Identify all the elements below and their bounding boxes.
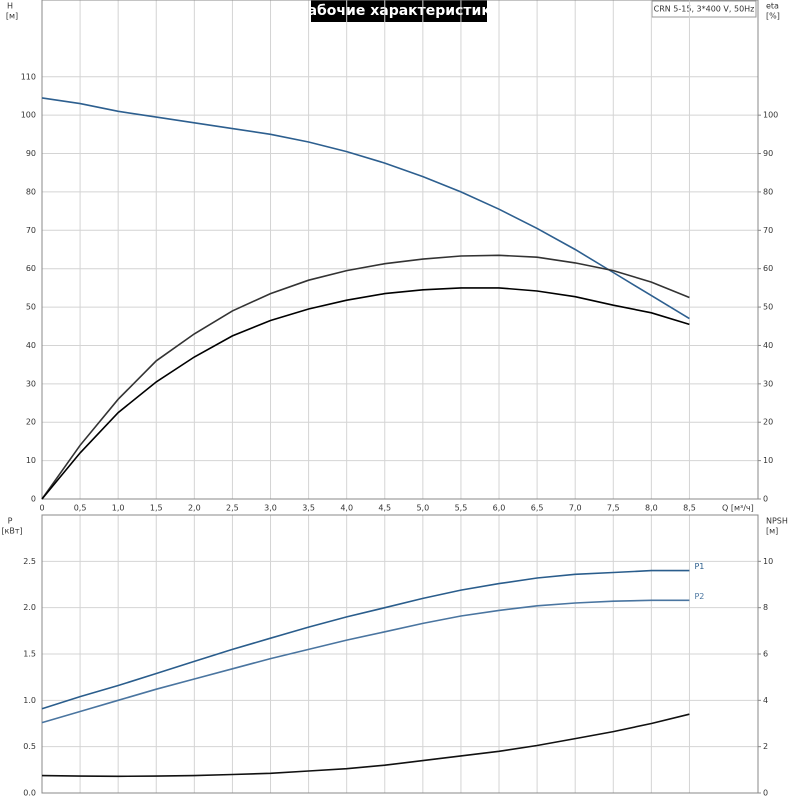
x-tick-label: 3,0 [264, 504, 277, 513]
y-tick-label: 70 [26, 226, 36, 235]
series-line [41, 569, 690, 710]
y-tick-label: 0.0 [23, 789, 36, 798]
y-tick-label: 2.5 [23, 557, 36, 566]
y2-tick-label: 80 [763, 187, 773, 196]
y-axis-label: H [7, 2, 13, 11]
model-label: CRN 5-15, 3*400 V, 50Hz [654, 5, 755, 14]
x-tick-label: 3,5 [302, 504, 315, 513]
x-tick-label: 6,5 [531, 504, 544, 513]
x-tick-label: 8,5 [683, 504, 696, 513]
y-tick-label: 100 [21, 111, 36, 120]
y-tick-label: 10 [26, 456, 36, 465]
y2-tick-label: 0 [763, 789, 768, 798]
y-axis-unit: [кВт] [1, 527, 22, 536]
x-tick-label: 5,0 [416, 504, 429, 513]
y2-tick-label: 100 [763, 111, 778, 120]
series-line [41, 97, 690, 320]
y2-tick-label: 90 [763, 149, 773, 158]
y2-tick-label: 40 [763, 341, 773, 350]
y2-tick-label: 60 [763, 264, 773, 273]
y2-axis-label: eta [766, 2, 779, 11]
y-tick-label: 110 [21, 72, 36, 81]
x-tick-label: 2,0 [188, 504, 201, 513]
y2-axis-label: NPSH [766, 517, 788, 526]
series-line [41, 287, 690, 500]
y2-tick-label: 30 [763, 379, 773, 388]
y2-tick-label: 10 [763, 557, 773, 566]
x-tick-label: 2,5 [226, 504, 239, 513]
y-axis-label: P [8, 517, 13, 526]
model-box [651, 0, 757, 18]
series-line [41, 599, 690, 724]
x-tick-label: 4,0 [340, 504, 353, 513]
x-axis-label: Q [м³/ч] [722, 504, 754, 513]
y2-tick-label: 20 [763, 418, 773, 427]
y2-tick-label: 10 [763, 456, 773, 465]
y-tick-label: 1.0 [23, 696, 36, 705]
x-tick-label: 6,0 [493, 504, 506, 513]
y-tick-label: 20 [26, 418, 36, 427]
plot-frame [41, 514, 759, 794]
chart-title: Рабочие характеристики [297, 3, 500, 19]
y-tick-label: 50 [26, 303, 36, 312]
y2-axis-unit: [%] [766, 12, 780, 21]
y-tick-label: 40 [26, 341, 36, 350]
y-tick-label: 30 [26, 379, 36, 388]
x-tick-label: 7,5 [607, 504, 620, 513]
x-tick-label: 0 [39, 504, 44, 513]
y2-tick-label: 2 [763, 742, 768, 751]
y2-tick-label: 50 [763, 303, 773, 312]
x-tick-label: 4,5 [378, 504, 391, 513]
y-axis-unit: [м] [6, 12, 18, 21]
plot-frame [41, 0, 759, 500]
y-tick-label: 1.5 [23, 650, 36, 659]
y2-tick-label: 0 [763, 495, 768, 504]
y2-axis-unit: [м] [766, 527, 778, 536]
y-tick-label: 60 [26, 264, 36, 273]
x-tick-label: 8,0 [645, 504, 658, 513]
x-tick-label: 0,5 [74, 504, 87, 513]
y2-tick-label: 70 [763, 226, 773, 235]
title-box [311, 0, 487, 22]
x-tick-label: 1,0 [112, 504, 125, 513]
y-tick-label: 0.5 [23, 742, 36, 751]
y-tick-label: 0 [31, 495, 36, 504]
series-line [41, 713, 690, 778]
x-tick-label: 5,5 [455, 504, 468, 513]
series-label: P1 [694, 562, 704, 571]
y-tick-label: 90 [26, 149, 36, 158]
series-line [41, 254, 690, 500]
y2-tick-label: 8 [763, 603, 768, 612]
y-tick-label: 2.0 [23, 603, 36, 612]
y2-tick-label: 4 [763, 696, 768, 705]
y-tick-label: 80 [26, 187, 36, 196]
series-label: P2 [694, 592, 704, 601]
y2-tick-label: 6 [763, 650, 768, 659]
x-tick-label: 1,5 [150, 504, 163, 513]
x-tick-label: 7,0 [569, 504, 582, 513]
